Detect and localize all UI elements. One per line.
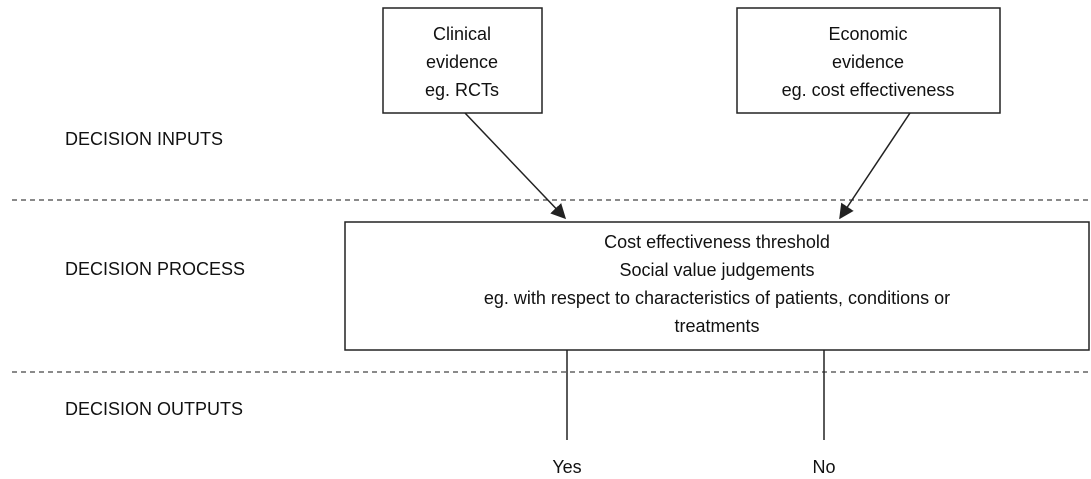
output-label: Yes bbox=[552, 457, 581, 477]
row-label: DECISION INPUTS bbox=[65, 129, 223, 149]
box-text: Clinical bbox=[433, 24, 491, 44]
row-label: DECISION PROCESS bbox=[65, 259, 245, 279]
input-box bbox=[736, 7, 1001, 114]
box-text: eg. with respect to characteristics of p… bbox=[484, 288, 950, 308]
box-text: evidence bbox=[426, 52, 498, 72]
row-label: DECISION OUTPUTS bbox=[65, 399, 243, 419]
box-text: eg. cost effectiveness bbox=[782, 80, 955, 100]
box-text: Social value judgements bbox=[619, 260, 814, 280]
input-box bbox=[382, 7, 543, 114]
box-text: evidence bbox=[832, 52, 904, 72]
output-label: No bbox=[812, 457, 835, 477]
box-text: treatments bbox=[674, 316, 759, 336]
process-box bbox=[344, 221, 1090, 351]
arrow bbox=[464, 112, 567, 220]
arrow bbox=[839, 112, 911, 220]
box-text: eg. RCTs bbox=[425, 80, 499, 100]
box-text: Economic bbox=[828, 24, 907, 44]
box-text: Cost effectiveness threshold bbox=[604, 232, 830, 252]
